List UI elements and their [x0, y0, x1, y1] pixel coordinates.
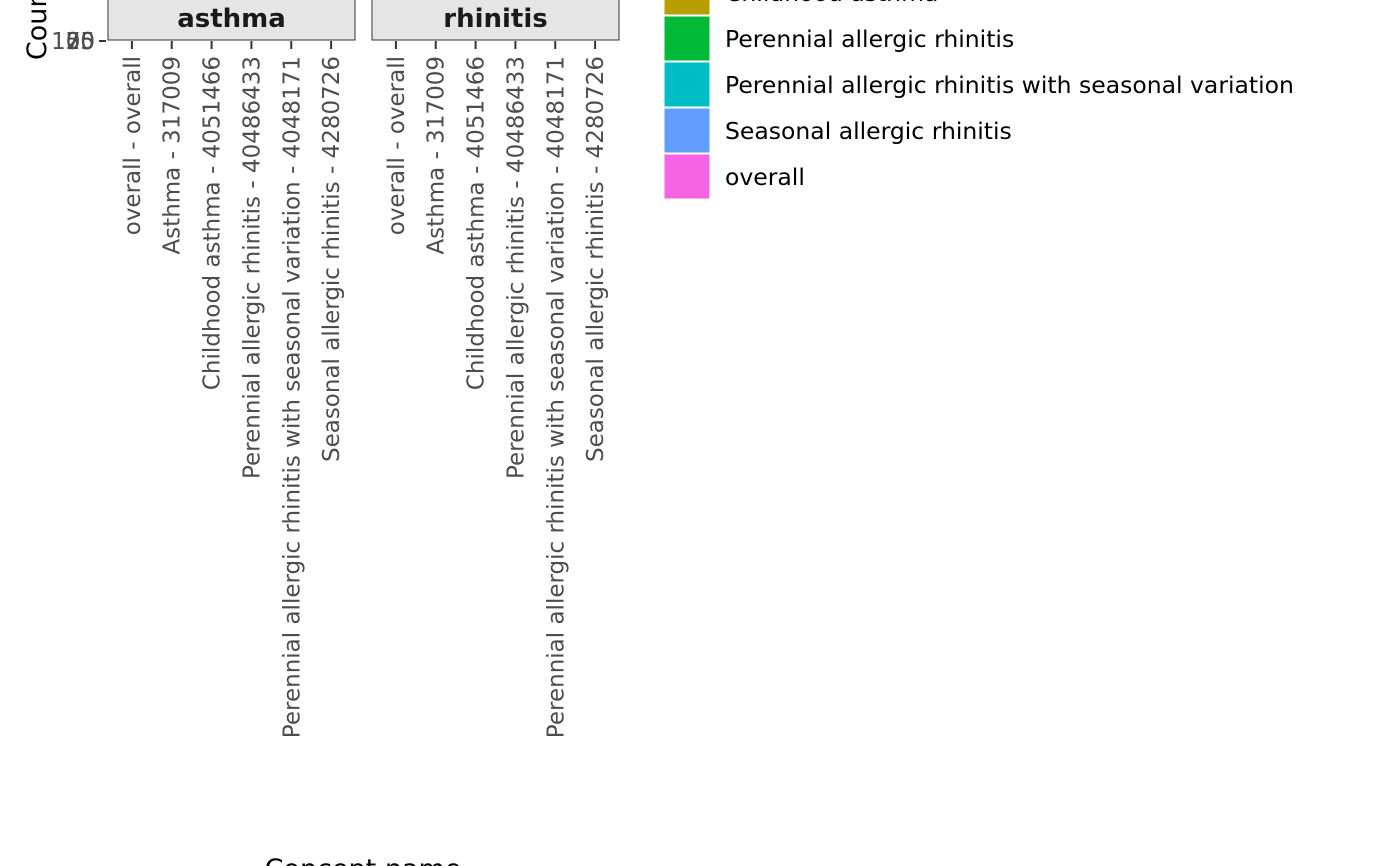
x-tick-label-asthma-4: Perennial allergic rhinitis with seasona… [279, 56, 305, 738]
y-axis: 25 50 75 100 [51, 29, 106, 55]
x-tick-label-asthma-0: overall - overall [120, 56, 146, 235]
facet-label-asthma: asthma [177, 4, 286, 34]
legend-key-1 [663, 15, 711, 62]
legend-key-2 [663, 61, 711, 108]
y-axis-title: Count [22, 0, 53, 60]
legend-key-0 [663, 0, 711, 16]
x-tick-label-rhinitis-1: Asthma - 317009 [424, 56, 450, 255]
x-tick-label-rhinitis-3: Perennial allergic rhinitis - 40486433 [503, 56, 529, 479]
x-axis-asthma: overall - overall Asthma - 317009 Childhoo… [120, 41, 345, 738]
y-tick-label-50: 50 [66, 29, 95, 55]
x-tick-label-rhinitis-5: Seasonal allergic rhinitis - 4280726 [583, 56, 609, 462]
x-tick-label-rhinitis-4: Perennial allergic rhinitis with seasona… [543, 56, 569, 738]
legend: Childhood asthma Perennial allergic rhini… [663, 0, 1294, 200]
legend-key-4 [663, 153, 711, 200]
x-tick-label-asthma-5: Seasonal allergic rhinitis - 4280726 [319, 56, 345, 462]
legend-label-2: Perennial allergic rhinitis with seasona… [725, 71, 1294, 99]
facet-strip-asthma: asthma [107, 0, 356, 41]
x-axis-title: Concept name [265, 854, 462, 866]
y-tick-label-25: 25 [66, 29, 95, 55]
legend-label-0: Childhood asthma [725, 0, 938, 7]
y-tick-label-100: 100 [51, 29, 95, 55]
x-tick-label-asthma-2: Childhood asthma - 4051466 [200, 56, 226, 390]
facet-label-rhinitis: rhinitis [443, 4, 547, 34]
y-tick-label-75: 75 [66, 29, 95, 55]
legend-label-4: overall [725, 163, 805, 191]
legend-key-3 [663, 107, 711, 154]
legend-label-1: Perennial allergic rhinitis [725, 25, 1014, 53]
x-tick-label-asthma-3: Perennial allergic rhinitis - 40486433 [239, 56, 265, 479]
legend-label-3: Seasonal allergic rhinitis [725, 117, 1012, 145]
x-axis-rhinitis: overall - overall Asthma - 317009 Childhoo… [384, 41, 609, 738]
x-tick-label-rhinitis-0: overall - overall [384, 56, 410, 235]
facet-strip-rhinitis: rhinitis [371, 0, 620, 41]
x-tick-label-asthma-1: Asthma - 317009 [160, 56, 186, 255]
x-tick-label-rhinitis-2: Childhood asthma - 4051466 [464, 56, 490, 390]
